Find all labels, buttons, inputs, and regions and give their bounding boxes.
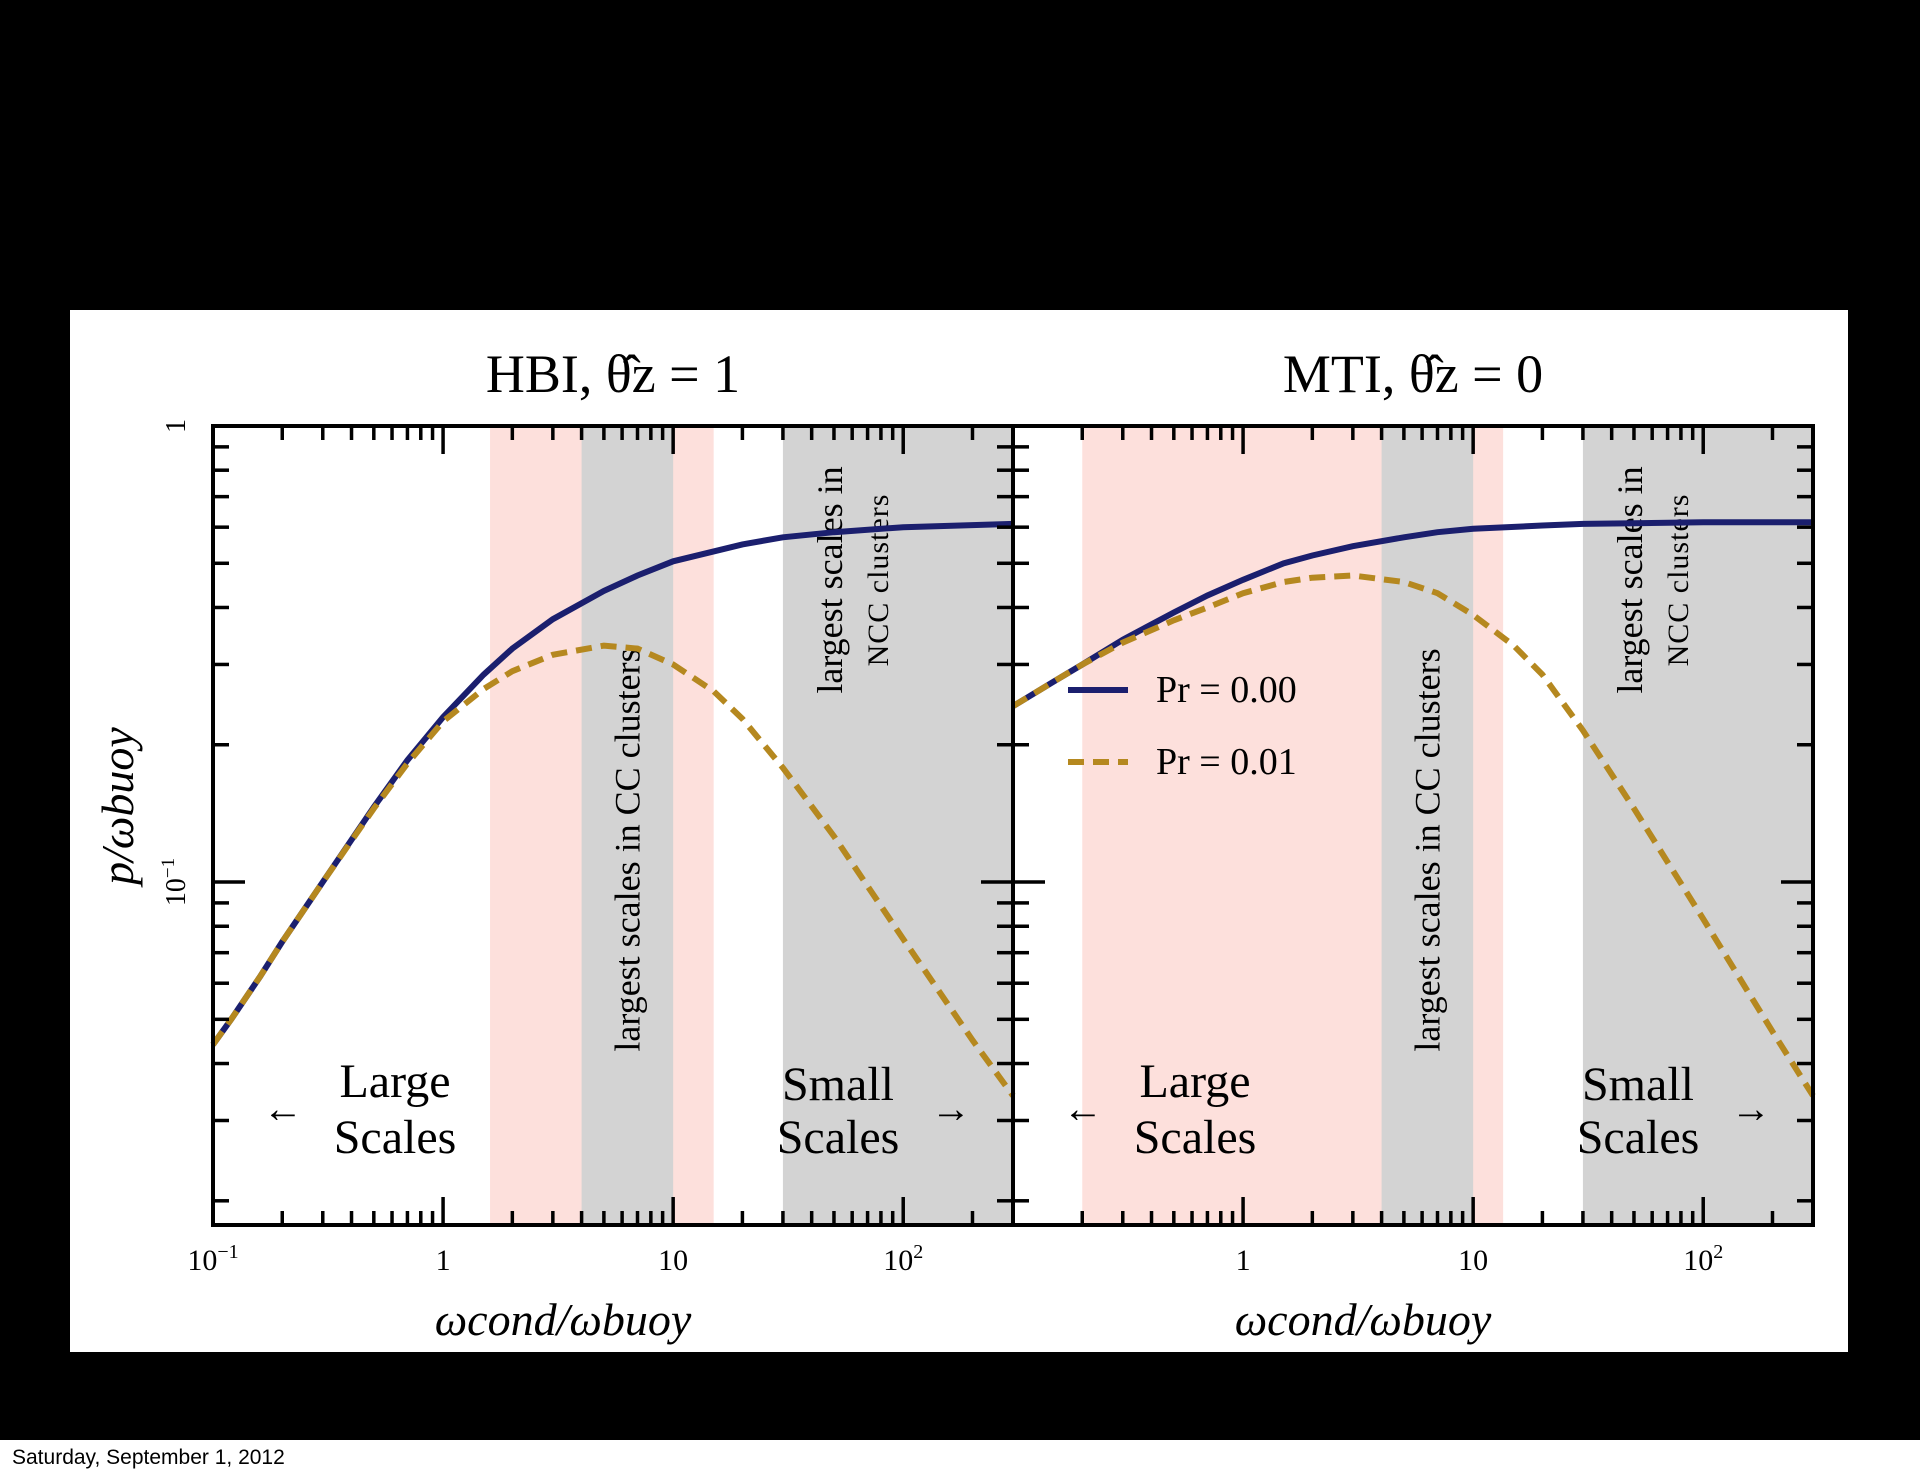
left-arrow: ← (1063, 1086, 1103, 1131)
figure: largest scales in CC clusters largest sca… (70, 310, 1848, 1352)
footer-date: Saturday, September 1, 2012 (12, 1446, 285, 1469)
x-tick-label: 10−1 (187, 1241, 238, 1277)
gray-band (581, 426, 674, 1225)
x-tick-label: 1 (436, 1244, 451, 1277)
series-line-pr-001 (1011, 572, 1816, 1098)
x-axis-label: ωcond/ωbuoy (435, 1294, 692, 1345)
plot-frame (1011, 424, 1815, 1227)
panel-title: MTI, θ̂z = 0 (1283, 344, 1543, 404)
gray-band (1582, 426, 1813, 1225)
annotation-scales: Scales (1134, 1111, 1257, 1164)
x-tick-label: 102 (1683, 1241, 1723, 1277)
panel-title: HBI, θ̂z = 1 (486, 344, 740, 404)
annotation-small: Small (1582, 1058, 1694, 1111)
gray-band (1381, 426, 1474, 1225)
band-label-cc: largest scales in CC clusters (607, 648, 647, 1051)
x-tick-label: 102 (883, 1241, 923, 1277)
annotation-small: Small (782, 1058, 894, 1111)
legend-label: Pr = 0.00 (1156, 669, 1297, 711)
right-arrow: → (1731, 1086, 1771, 1131)
x-tick-label: 10 (658, 1244, 688, 1277)
series-line-pr-000 (1011, 519, 1813, 709)
annotation-scales: Scales (334, 1111, 457, 1164)
annotation-large: Large (1139, 1055, 1250, 1108)
annotation-scales: Scales (1577, 1111, 1700, 1164)
slide-background: largest scales in CC clusters largest sca… (0, 0, 1920, 1440)
gray-band (782, 426, 1013, 1225)
annotation-large: Large (339, 1055, 450, 1108)
series-line-pr-000 (210, 520, 1014, 1047)
y-axis-label: p/ωbuoy (92, 727, 143, 888)
band-label-ncc-line1: largest scales in (810, 466, 850, 693)
legend: Pr = 0.00 Pr = 0.01 (1068, 669, 1297, 783)
left-arrow: ← (263, 1086, 303, 1131)
y-tick-label: 10−1 (158, 858, 192, 906)
y-tick-label: 1 (161, 419, 192, 433)
x-tick-label: 10 (1458, 1244, 1488, 1277)
panel-1: largest scales in CC clusters largest sca… (92, 344, 1016, 1345)
band-label-ncc-line1: largest scales in (1610, 466, 1650, 693)
band-label-cc: largest scales in CC clusters (1407, 648, 1447, 1051)
figure-svg: largest scales in CC clusters largest sca… (92, 344, 1816, 1345)
series-line-pr-001 (210, 642, 1016, 1098)
annotation-scales: Scales (777, 1111, 900, 1164)
band-label-ncc-line2: NCC clusters (862, 494, 895, 667)
x-axis-label: ωcond/ωbuoy (1235, 1294, 1492, 1345)
legend-label: Pr = 0.01 (1156, 741, 1297, 783)
panel-2: largest scales in CC clusters largest sca… (1011, 344, 1816, 1345)
x-tick-label: 1 (1236, 1244, 1251, 1277)
right-arrow: → (931, 1086, 971, 1131)
